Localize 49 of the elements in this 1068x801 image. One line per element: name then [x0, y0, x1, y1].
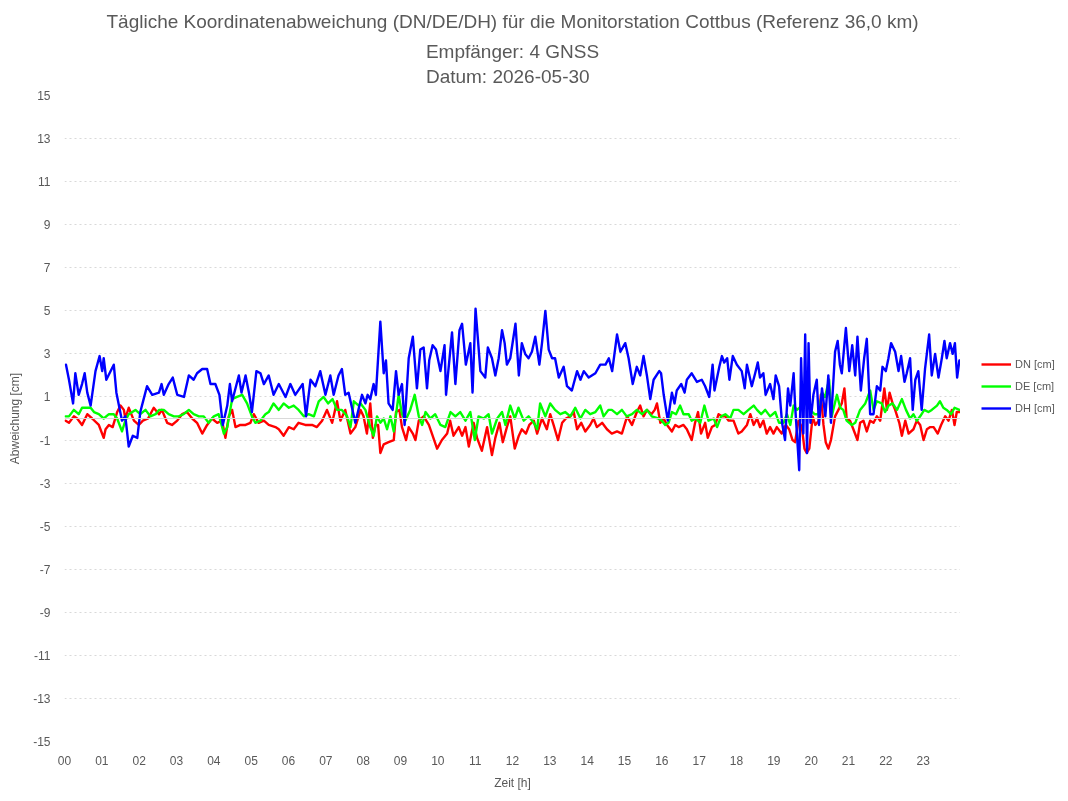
x-tick-label: 16 [655, 753, 669, 768]
y-tick-label: -15 [33, 735, 51, 749]
x-axis-title: Zeit [h] [494, 775, 531, 790]
y-tick-label: 9 [43, 218, 51, 233]
line-series [64, 307, 960, 472]
x-tick-label: 03 [169, 753, 184, 768]
x-tick-label: 22 [879, 753, 893, 768]
x-tick-label: 15 [617, 753, 632, 768]
y-tick-label: -13 [33, 691, 51, 706]
y-tick-label: -3 [39, 476, 51, 491]
y-tick-label: -9 [39, 605, 51, 620]
y-tick-label: -11 [34, 648, 51, 663]
x-tick-label: 05 [244, 753, 259, 768]
legend-label: DH [cm] [1015, 402, 1055, 414]
y-tick-label: 11 [38, 175, 51, 190]
y-tick-label: -5 [39, 519, 51, 534]
legend-label: DN [cm] [1015, 358, 1055, 370]
x-tick-label: 02 [132, 753, 147, 768]
x-tick-label: 11 [468, 753, 482, 768]
x-tick-label: 07 [319, 753, 333, 768]
x-tick-label: 10 [431, 753, 445, 768]
x-tick-label: 17 [692, 753, 707, 768]
y-tick-label: 5 [43, 304, 51, 319]
legend-label: DE [cm] [1015, 380, 1055, 392]
line-series [64, 387, 960, 457]
y-tick-label: -1 [39, 433, 51, 448]
x-tick-label: 09 [393, 753, 408, 768]
x-tick-label: 20 [804, 753, 819, 768]
y-tick-label: -7 [39, 562, 51, 577]
x-tick-label: 12 [505, 753, 520, 768]
x-tick-label: 19 [767, 753, 781, 768]
y-tick-label: 3 [43, 347, 51, 362]
x-tick-label: 01 [95, 753, 109, 768]
y-tick-label: 13 [37, 132, 51, 147]
y-tick-label: 1 [43, 390, 51, 405]
y-tick-label: 15 [37, 89, 51, 103]
x-tick-label: 08 [356, 753, 371, 768]
x-tick-label: 04 [207, 753, 221, 768]
chart-subtitle: Empfänger: 4 GNSS Datum: 2026-05-30 [425, 41, 600, 88]
x-tick-label: 18 [729, 753, 744, 768]
x-tick-label: 14 [580, 753, 595, 768]
chart-title: Tägliche Koordinatenabweichung (DN/DE/DH) für die Monitorstation Cottbus (Referenz 36,0 km) [106, 10, 919, 32]
x-tick-label: 21 [841, 753, 856, 768]
x-tick-label: 06 [281, 753, 296, 768]
x-tick-label: 23 [916, 753, 931, 768]
y-axis-title: Abweichung [cm] [8, 372, 23, 465]
x-tick-label: 13 [543, 753, 557, 768]
x-tick-label: 00 [57, 753, 72, 768]
y-tick-label: 7 [43, 261, 51, 276]
